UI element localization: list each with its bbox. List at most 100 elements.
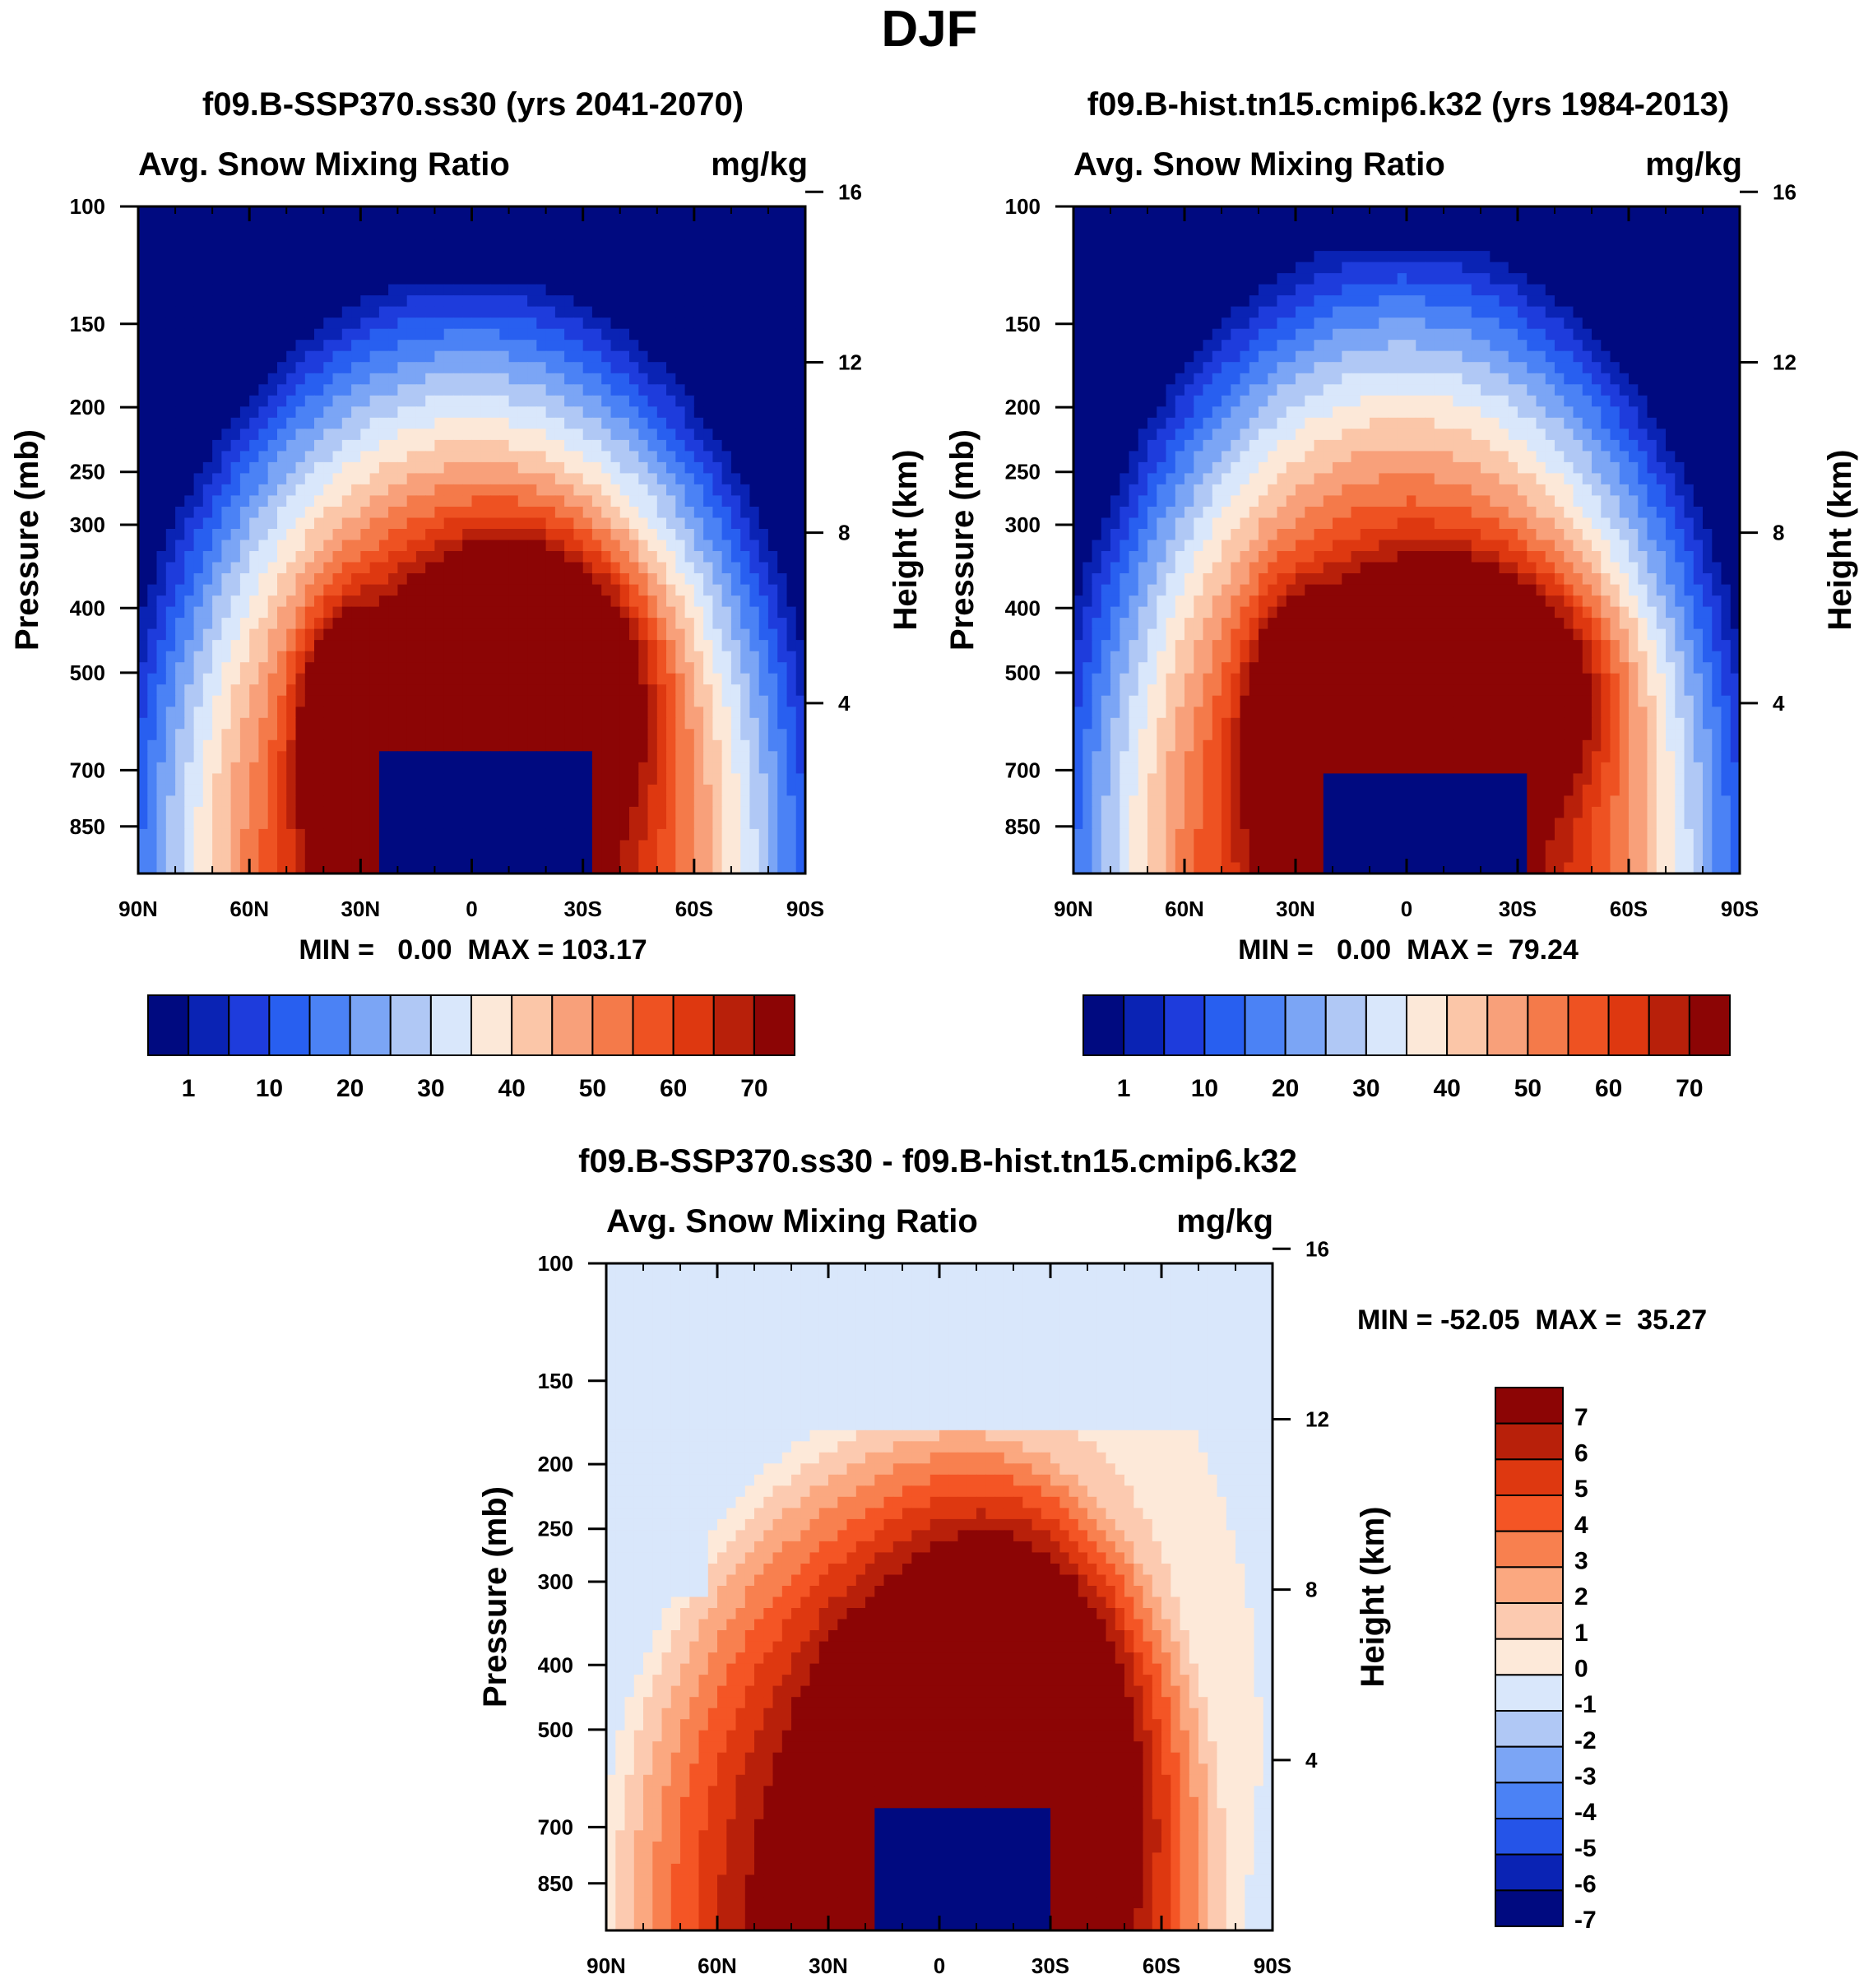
colorbar-label: 0 — [1574, 1656, 1588, 1683]
y-tick-label: 300 — [1005, 512, 1041, 537]
main-title: DJF — [881, 1, 978, 58]
colorbar-swatch — [268, 994, 311, 1056]
panel-1-title: f09.B-SSP370.ss30 (yrs 2041-2070) — [202, 86, 744, 123]
colorbar-label: 6 — [1574, 1440, 1588, 1467]
colorbar-label: -3 — [1574, 1763, 1597, 1791]
y2-axis-label: Height (km) — [1822, 450, 1858, 631]
colorbar-label: 30 — [1352, 1075, 1379, 1102]
x-tick-label: 90N — [1054, 897, 1093, 921]
y2-tick-label: 8 — [1305, 1578, 1317, 1602]
colorbar-swatch — [511, 994, 554, 1056]
y-axis-label: Pressure (mb) — [9, 429, 45, 651]
y-tick-label: 500 — [538, 1717, 573, 1742]
colorbar-label: 70 — [1676, 1075, 1703, 1102]
colorbar-label: 3 — [1574, 1548, 1588, 1575]
colorbar-swatch — [1082, 994, 1125, 1056]
panel-2-title: f09.B-hist.tn15.cmip6.k32 (yrs 1984-2013… — [1087, 86, 1730, 123]
x-tick-label: 90S — [1254, 1953, 1291, 1978]
colorbar-swatch — [1495, 1638, 1564, 1676]
y-tick-label: 500 — [70, 660, 105, 685]
x-tick-label: 60S — [675, 897, 713, 921]
panel-1-min-max: MIN = 0.00 MAX = 103.17 — [299, 934, 647, 966]
colorbar-swatch — [1495, 1674, 1564, 1712]
colorbar-swatch — [1495, 1530, 1564, 1569]
x-tick-label: 30S — [1499, 897, 1537, 921]
panel-1-units-label: mg/kg — [711, 146, 808, 183]
panel-2-min-max: MIN = 0.00 MAX = 79.24 — [1238, 934, 1579, 966]
panel-2-field — [1073, 206, 1741, 874]
x-tick-label: 30S — [564, 897, 602, 921]
y-tick-label: 200 — [1005, 395, 1041, 419]
x-tick-label: 0 — [934, 1953, 945, 1978]
y-tick-label: 250 — [70, 460, 105, 484]
colorbar-swatch — [591, 994, 634, 1056]
x-tick-label: 90S — [786, 897, 824, 921]
panel-3-field — [606, 1263, 1273, 1931]
colorbar-label: 1 — [1117, 1075, 1131, 1102]
colorbar-label: 60 — [660, 1075, 687, 1102]
colorbar-label: 10 — [256, 1075, 283, 1102]
colorbar-swatch — [389, 994, 432, 1056]
colorbar-label: 5 — [1574, 1476, 1588, 1503]
x-tick-label: 60S — [1143, 1953, 1180, 1978]
colorbar-swatch — [1495, 1494, 1564, 1532]
colorbar-label: 1 — [1574, 1620, 1588, 1647]
colorbar-label: 40 — [1433, 1075, 1460, 1102]
colorbar-label: -5 — [1574, 1835, 1597, 1862]
colorbar-swatch — [1495, 1387, 1564, 1425]
panel-1-variable-label: Avg. Snow Mixing Ratio — [138, 146, 510, 183]
colorbar-swatch — [753, 994, 795, 1056]
y2-tick-label: 16 — [1305, 1236, 1329, 1261]
y2-tick-label: 4 — [838, 691, 851, 716]
x-tick-label: 90S — [1721, 897, 1759, 921]
x-tick-label: 90N — [118, 897, 158, 921]
x-tick-label: 30N — [809, 1953, 848, 1978]
x-tick-label: 60N — [229, 897, 269, 921]
x-tick-label: 30N — [341, 897, 380, 921]
colorbar-swatch — [1324, 994, 1367, 1056]
colorbar-swatch — [1495, 1889, 1564, 1927]
colorbar-swatch — [1495, 1745, 1564, 1784]
colorbar-label: 4 — [1574, 1512, 1588, 1539]
colorbar-swatch — [1495, 1710, 1564, 1748]
x-tick-label: 60N — [698, 1953, 737, 1978]
y-axis-label: Pressure (mb) — [477, 1486, 513, 1708]
colorbar-swatch — [1163, 994, 1206, 1056]
colorbar-label: 2 — [1574, 1583, 1588, 1610]
colorbar-label: 40 — [498, 1075, 525, 1102]
colorbar-swatch — [188, 994, 230, 1056]
colorbar-swatch — [1495, 1782, 1564, 1819]
y2-tick-label: 12 — [1305, 1406, 1329, 1431]
colorbar-label: 30 — [417, 1075, 444, 1102]
panel-3-units-label: mg/kg — [1176, 1203, 1273, 1240]
colorbar-swatch — [1406, 994, 1449, 1056]
panel-2-units-label: mg/kg — [1645, 146, 1742, 183]
y2-tick-label: 4 — [1305, 1748, 1318, 1773]
colorbar-label: 60 — [1595, 1075, 1622, 1102]
x-tick-label: 60N — [1165, 897, 1204, 921]
y-tick-label: 400 — [70, 595, 105, 620]
colorbar-swatch — [1688, 994, 1731, 1056]
colorbar-label: 1 — [182, 1075, 196, 1102]
y-tick-label: 850 — [1005, 814, 1041, 839]
colorbar-label: 10 — [1191, 1075, 1218, 1102]
y-tick-label: 400 — [538, 1652, 573, 1677]
colorbar-swatch — [1446, 994, 1489, 1056]
y-axis-label: Pressure (mb) — [944, 429, 980, 651]
colorbar-label: -1 — [1574, 1691, 1597, 1718]
colorbar-label: -4 — [1574, 1799, 1597, 1826]
colorbar-swatch — [1495, 1458, 1564, 1497]
panel-2-variable-label: Avg. Snow Mixing Ratio — [1073, 146, 1445, 183]
colorbar-swatch — [1365, 994, 1407, 1056]
y2-tick-label: 8 — [838, 521, 850, 545]
colorbar-swatch — [1284, 994, 1327, 1056]
y-tick-label: 200 — [70, 395, 105, 419]
y-tick-label: 700 — [538, 1814, 573, 1839]
x-tick-label: 90N — [586, 1953, 626, 1978]
colorbar-label: 20 — [336, 1075, 364, 1102]
y2-tick-label: 12 — [1773, 350, 1796, 374]
y-tick-label: 850 — [70, 814, 105, 839]
